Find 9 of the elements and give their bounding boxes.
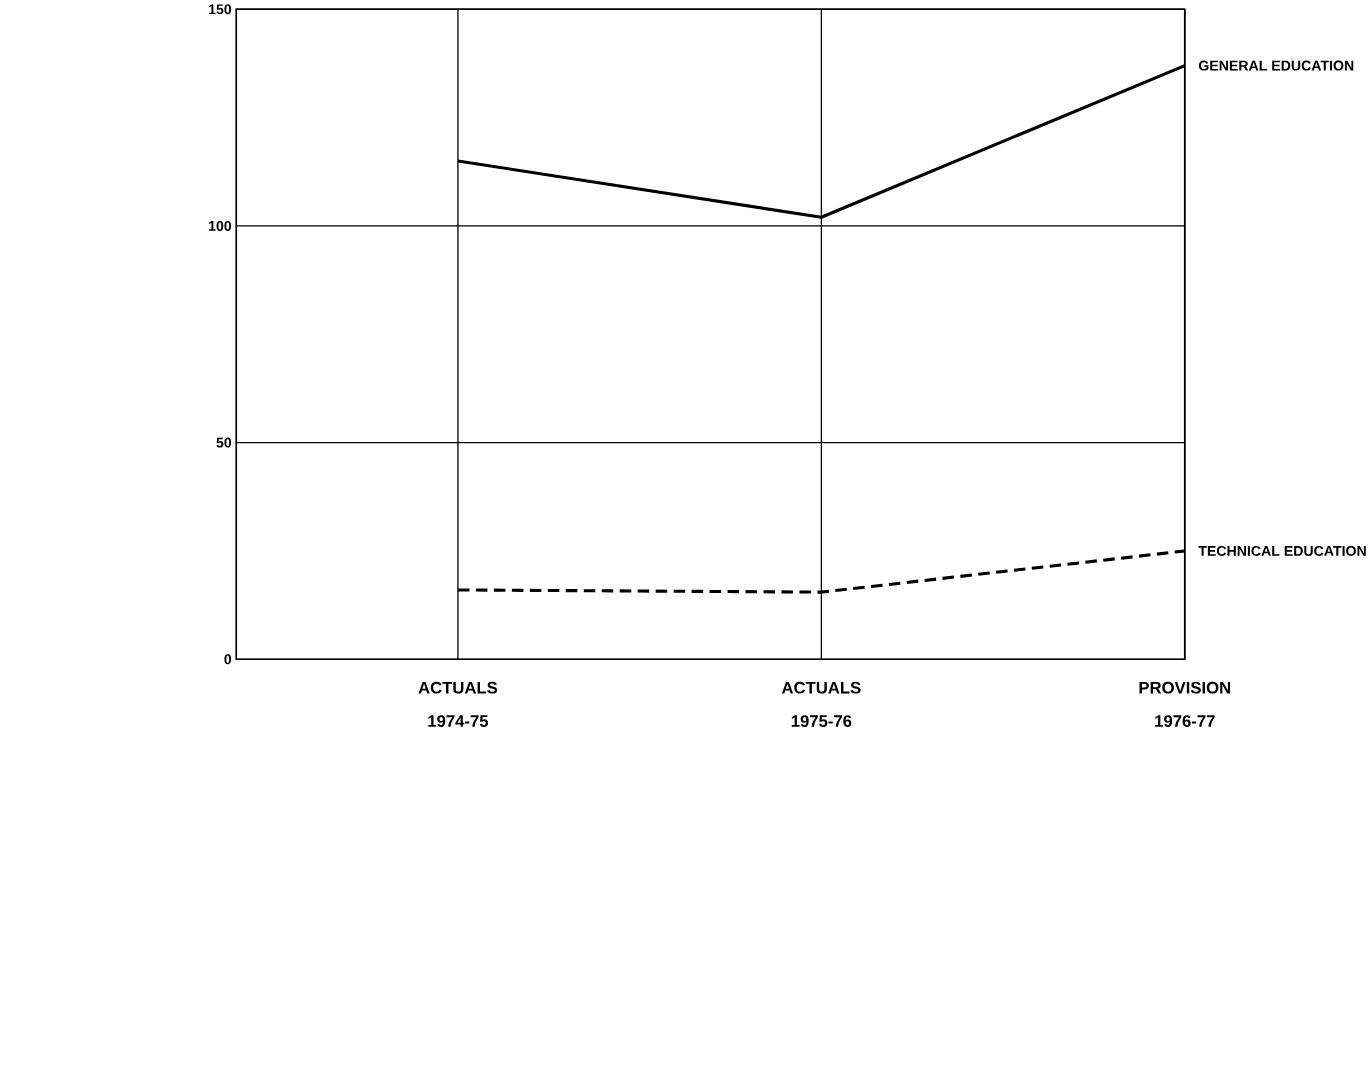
y-tick-label: 100 bbox=[209, 221, 232, 232]
category-label: ACTUALS 1974-75 bbox=[418, 681, 498, 728]
category-label: ACTUALS 1975-76 bbox=[781, 681, 861, 728]
y-tick-label: 150 bbox=[209, 4, 232, 15]
series-label: GENERAL EDUCATION bbox=[1198, 60, 1354, 71]
series-label: TECHNICAL EDUCATION bbox=[1198, 546, 1366, 557]
y-tick-label: 0 bbox=[224, 654, 232, 665]
y-tick-label: 50 bbox=[216, 437, 232, 448]
category-label: PROVISION 1976-77 bbox=[1139, 681, 1231, 728]
